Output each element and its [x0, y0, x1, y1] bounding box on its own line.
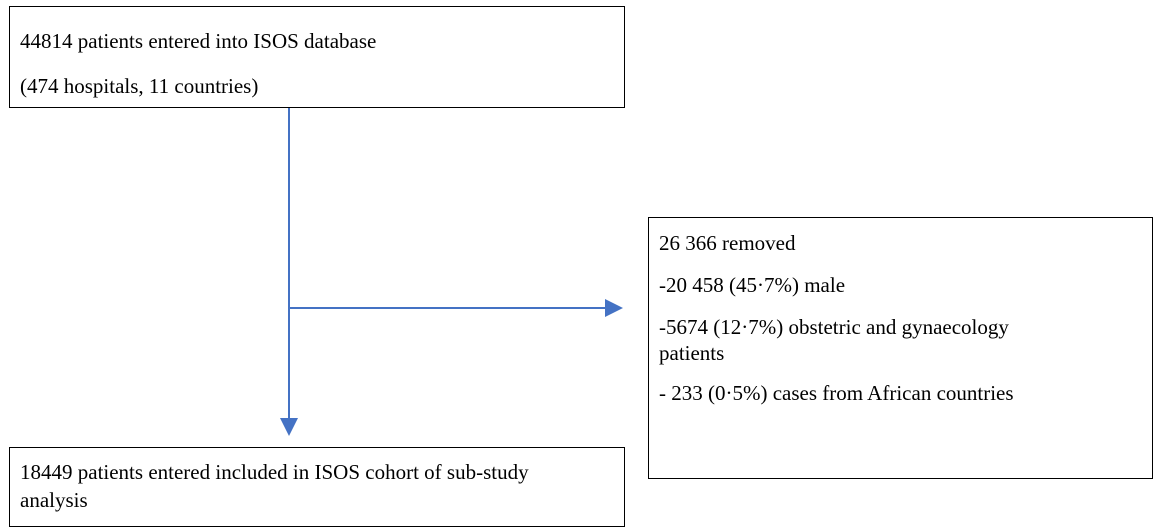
- arrow-head: [605, 299, 623, 317]
- box-text: 44814 patients entered into ISOS databas…: [20, 29, 377, 53]
- box-text: -5674 (12·7%) obstetric and gynaecology …: [659, 315, 1009, 365]
- box-included: 18449 patients entered included in ISOS …: [9, 447, 625, 527]
- box-entered: 44814 patients entered into ISOS databas…: [9, 6, 625, 108]
- box-text: (474 hospitals, 11 countries): [20, 74, 259, 98]
- arrow-head: [280, 418, 298, 436]
- box-text: 26 366 removed: [659, 231, 796, 255]
- box-text: - 233 (0·5%) cases from African countrie…: [659, 381, 1014, 405]
- box-text: -20 458 (45·7%) male: [659, 273, 846, 297]
- box-text: 18449 patients entered included in ISOS …: [20, 460, 529, 512]
- box-removed: 26 366 removed -20 458 (45·7%) male -567…: [648, 217, 1153, 479]
